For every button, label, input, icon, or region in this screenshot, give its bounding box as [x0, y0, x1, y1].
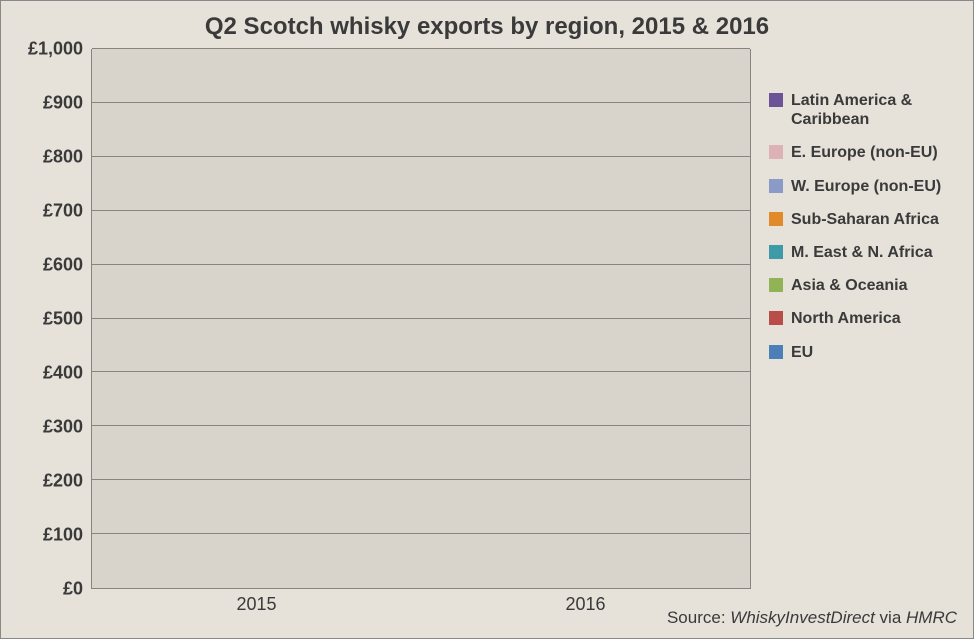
legend-item-subsaharan: Sub-Saharan Africa — [769, 210, 951, 229]
legend-item-weurope: W. Europe (non-EU) — [769, 177, 951, 196]
gridline — [92, 48, 750, 49]
source-name-2: HMRC — [906, 608, 957, 627]
gridline — [92, 156, 750, 157]
y-tick-label: £500 — [43, 309, 83, 330]
y-tick-label: £800 — [43, 147, 83, 168]
gridline — [92, 371, 750, 372]
gridline — [92, 210, 750, 211]
y-tick-label: £600 — [43, 255, 83, 276]
y-tick-label: £300 — [43, 417, 83, 438]
legend-label: Latin America & Caribbean — [791, 91, 951, 129]
y-tick-label: £0 — [63, 579, 83, 600]
x-label-2015: 2015 — [187, 594, 326, 615]
y-tick-label: £400 — [43, 363, 83, 384]
x-axis-labels: 2015 2016 — [92, 594, 750, 615]
legend-item-asia_oceania: Asia & Oceania — [769, 276, 951, 295]
source-name-1: WhiskyInvestDirect — [730, 608, 875, 627]
legend-swatch — [769, 311, 783, 325]
gridline — [92, 533, 750, 534]
y-tick-label: £1,000 — [28, 39, 83, 60]
y-tick-label: £900 — [43, 93, 83, 114]
bars-group — [92, 49, 750, 588]
legend-label: E. Europe (non-EU) — [791, 143, 938, 162]
legend-label: Asia & Oceania — [791, 276, 908, 295]
x-label-2016: 2016 — [516, 594, 655, 615]
source-prefix: Source: — [667, 608, 730, 627]
legend-swatch — [769, 93, 783, 107]
chart-body: £0£100£200£300£400£500£600£700£800£900£1… — [1, 49, 973, 589]
legend-swatch — [769, 212, 783, 226]
gridline — [92, 318, 750, 319]
legend-swatch — [769, 278, 783, 292]
legend-label: Sub-Saharan Africa — [791, 210, 939, 229]
gridline — [92, 102, 750, 103]
legend-item-eeurope: E. Europe (non-EU) — [769, 143, 951, 162]
gridline — [92, 425, 750, 426]
legend-item-meast_nafrica: M. East & N. Africa — [769, 243, 951, 262]
plot-area: 20152016 — [91, 49, 751, 589]
legend-label: W. Europe (non-EU) — [791, 177, 941, 196]
y-tick-label: £100 — [43, 525, 83, 546]
source-attribution: Source: WhiskyInvestDirect via HMRC — [667, 608, 957, 628]
legend-swatch — [769, 345, 783, 359]
y-tick-label: £200 — [43, 471, 83, 492]
chart-title: Q2 Scotch whisky exports by region, 2015… — [1, 1, 973, 41]
legend-swatch — [769, 179, 783, 193]
y-tick-label: £700 — [43, 201, 83, 222]
gridline — [92, 479, 750, 480]
legend-label: EU — [791, 343, 813, 362]
chart-container: Q2 Scotch whisky exports by region, 2015… — [0, 0, 974, 639]
legend-swatch — [769, 245, 783, 259]
y-axis: £0£100£200£300£400£500£600£700£800£900£1… — [1, 49, 91, 589]
legend-item-eu: EU — [769, 343, 951, 362]
gridline — [92, 264, 750, 265]
legend-item-north_america: North America — [769, 309, 951, 328]
legend-item-latam: Latin America & Caribbean — [769, 91, 951, 129]
legend-swatch — [769, 145, 783, 159]
legend: Latin America & Caribbean E. Europe (non-… — [751, 49, 951, 589]
source-mid: via — [875, 608, 906, 627]
legend-label: M. East & N. Africa — [791, 243, 933, 262]
legend-label: North America — [791, 309, 901, 328]
